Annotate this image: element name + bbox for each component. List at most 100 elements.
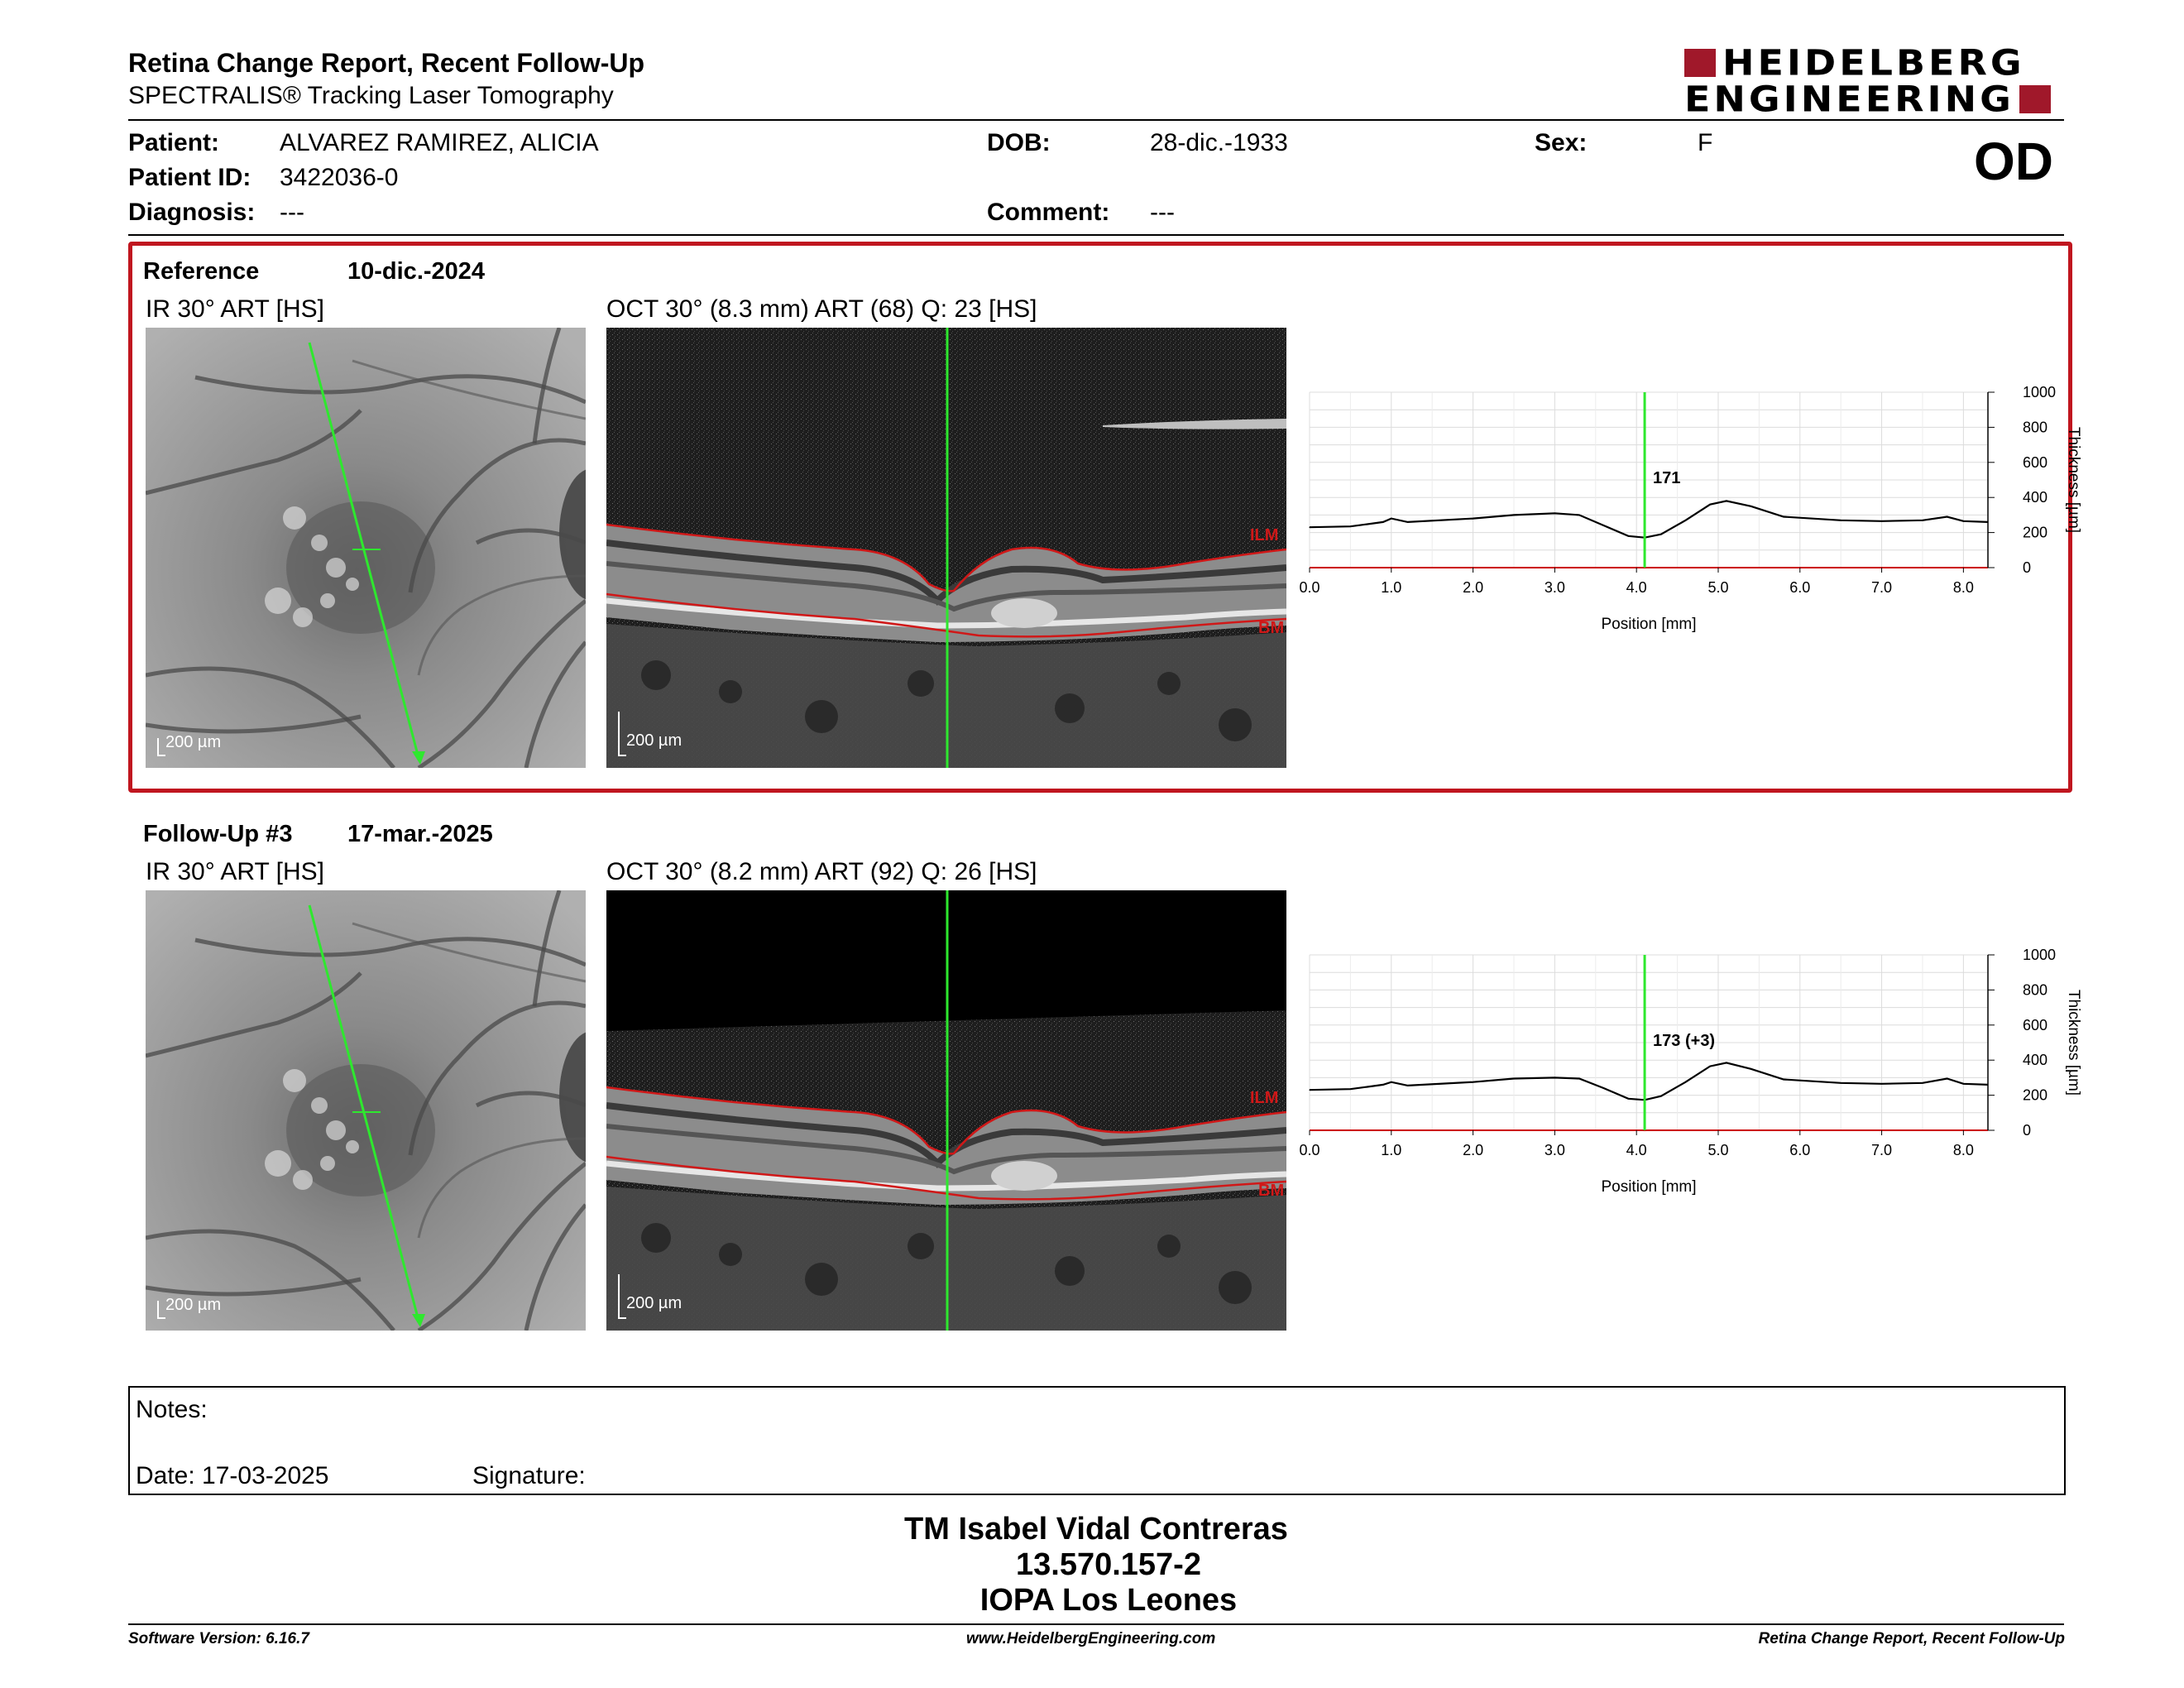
thickness-point bbox=[1513, 514, 1515, 516]
x-tick-label: 2.0 bbox=[1463, 579, 1483, 596]
thickness-point bbox=[1603, 1087, 1605, 1089]
x-tick-label: 4.0 bbox=[1626, 1142, 1647, 1158]
thickness-point bbox=[1684, 1081, 1687, 1083]
y-tick-label: 0 bbox=[2023, 1122, 2031, 1139]
thickness-point bbox=[1709, 1066, 1711, 1067]
oct-image-label: OCT 30° (8.3 mm) ART (68) Q: 23 [HS] bbox=[606, 295, 1037, 323]
notes-date: Date: 17-03-2025 bbox=[136, 1462, 329, 1489]
section-date: 10-dic.-2024 bbox=[347, 258, 486, 285]
thickness-point bbox=[1382, 521, 1384, 523]
oct-image-label: OCT 30° (8.2 mm) ART (92) Q: 26 [HS] bbox=[606, 858, 1037, 885]
scale-bar-icon bbox=[157, 738, 165, 756]
patient-id-label: Patient ID: bbox=[128, 164, 251, 191]
thickness-point bbox=[1406, 1085, 1409, 1086]
eye-indicator: OD bbox=[1974, 132, 2053, 191]
thickness-chart: 0.0 1.0 2.0 3.0 4.0 5.0 6.0 7.0 8.0 0 200 400 600 800… bbox=[1291, 935, 2085, 1200]
footer-report-name: Retina Change Report, Recent Follow-Up bbox=[1758, 1630, 2065, 1647]
patient-label: Patient: bbox=[128, 129, 220, 156]
ir-image-label: IR 30° ART [HS] bbox=[146, 858, 324, 885]
thickness-point bbox=[1349, 1088, 1351, 1090]
thickness-point bbox=[1382, 1084, 1384, 1086]
x-tick-label: 5.0 bbox=[1707, 1142, 1728, 1158]
website-link[interactable]: www.HeidelbergEngineering.com bbox=[966, 1630, 1216, 1647]
x-tick-label: 1.0 bbox=[1381, 579, 1401, 596]
ilm-label: ILM bbox=[1250, 1089, 1279, 1107]
footer-divider bbox=[128, 1623, 2064, 1625]
marker-value-label: 171 bbox=[1653, 469, 1680, 487]
thickness-point bbox=[1309, 526, 1310, 528]
thickness-point bbox=[1660, 534, 1662, 535]
diagnosis-value: --- bbox=[280, 199, 304, 226]
y-tick-label: 0 bbox=[2023, 559, 2031, 576]
x-tick-label: 6.0 bbox=[1789, 579, 1810, 596]
sex-label: Sex: bbox=[1535, 129, 1588, 156]
y-tick-label: 600 bbox=[2023, 1017, 2048, 1033]
x-tick-label: 7.0 bbox=[1871, 1142, 1892, 1158]
y-tick-label: 800 bbox=[2023, 419, 2048, 435]
thickness-point bbox=[1406, 521, 1409, 523]
thickness-point bbox=[1962, 1083, 1964, 1085]
y-tick-label: 1000 bbox=[2023, 947, 2056, 963]
scale-bar-icon bbox=[157, 1301, 165, 1319]
bm-label: BM bbox=[1258, 619, 1285, 637]
scale-label: 200 µm bbox=[626, 731, 682, 750]
thickness-point bbox=[1349, 525, 1351, 527]
y-tick-label: 200 bbox=[2023, 525, 2048, 541]
thickness-point bbox=[1709, 504, 1711, 506]
y-tick-label: 400 bbox=[2023, 489, 2048, 506]
reference-frame bbox=[128, 242, 2072, 793]
x-tick-label: 8.0 bbox=[1953, 1142, 1974, 1158]
thickness-point bbox=[1840, 1082, 1842, 1084]
oct-bscan-image: ILM BM 200 µm bbox=[606, 328, 1286, 768]
x-tick-label: 3.0 bbox=[1545, 1142, 1565, 1158]
x-tick-label: 2.0 bbox=[1463, 1142, 1483, 1158]
comment-value: --- bbox=[1150, 199, 1175, 226]
signer-name: TM Isabel Vidal Contreras bbox=[904, 1512, 1288, 1547]
x-axis-label: Position [mm] bbox=[1601, 616, 1696, 633]
thickness-point bbox=[1627, 1098, 1629, 1100]
dob-value: 28-dic.-1933 bbox=[1150, 129, 1288, 156]
ilm-label: ILM bbox=[1250, 526, 1279, 544]
thickness-point bbox=[1554, 1077, 1555, 1078]
x-tick-label: 4.0 bbox=[1626, 579, 1647, 596]
thickness-point bbox=[1783, 1078, 1784, 1081]
section-label: Follow-Up #3 bbox=[143, 821, 293, 847]
header-divider bbox=[128, 119, 2064, 121]
thickness-series-line bbox=[1309, 500, 1989, 539]
y-axis-label: Thickness [µm] bbox=[2065, 990, 2082, 1096]
thickness-series-line bbox=[1309, 1062, 1989, 1101]
comment-label: Comment: bbox=[987, 199, 1110, 226]
thickness-point bbox=[1513, 1077, 1515, 1080]
report-subtitle: SPECTRALIS® Tracking Laser Tomography bbox=[128, 82, 614, 109]
thickness-point bbox=[1578, 514, 1580, 516]
x-tick-label: 0.0 bbox=[1299, 1142, 1320, 1158]
thickness-chart: 0.0 1.0 2.0 3.0 4.0 5.0 6.0 7.0 8.0 0 200 400 600 800… bbox=[1291, 372, 2085, 637]
scale-bar-icon bbox=[618, 1274, 626, 1319]
software-version: Software Version: 6.16.7 bbox=[128, 1630, 309, 1647]
thickness-point bbox=[1726, 1062, 1727, 1063]
x-axis-label: Position [mm] bbox=[1601, 1178, 1696, 1196]
x-tick-label: 5.0 bbox=[1707, 579, 1728, 596]
thickness-point bbox=[1554, 512, 1555, 514]
scale-label: 200 µm bbox=[626, 1294, 682, 1312]
report-title: Retina Change Report, Recent Follow-Up bbox=[128, 48, 645, 78]
ir-fundus-image: 200 µm bbox=[146, 890, 586, 1331]
notes-box: Notes: Date: 17-03-2025 Signature: bbox=[128, 1386, 2066, 1495]
notes-label: Notes: bbox=[136, 1396, 208, 1423]
logo-square-icon bbox=[2019, 85, 2051, 113]
section-date: 17-mar.-2025 bbox=[347, 821, 493, 847]
thickness-point bbox=[1627, 535, 1629, 537]
thickness-point bbox=[1783, 516, 1784, 518]
x-tick-label: 7.0 bbox=[1871, 579, 1892, 596]
patient-name: ALVAREZ RAMIREZ, ALICIA bbox=[280, 129, 599, 156]
x-tick-label: 6.0 bbox=[1789, 1142, 1810, 1158]
scale-label: 200 µm bbox=[165, 1296, 222, 1314]
diagnosis-label: Diagnosis: bbox=[128, 199, 256, 226]
y-tick-label: 200 bbox=[2023, 1087, 2048, 1104]
signer-id: 13.570.157-2 bbox=[1016, 1547, 1201, 1582]
y-tick-label: 600 bbox=[2023, 454, 2048, 471]
sex-value: F bbox=[1698, 129, 1713, 156]
y-axis-label: Thickness [µm] bbox=[2065, 427, 2082, 533]
logo-line1: HEIDELBERG bbox=[1722, 42, 2025, 84]
thickness-point bbox=[1578, 1077, 1580, 1080]
